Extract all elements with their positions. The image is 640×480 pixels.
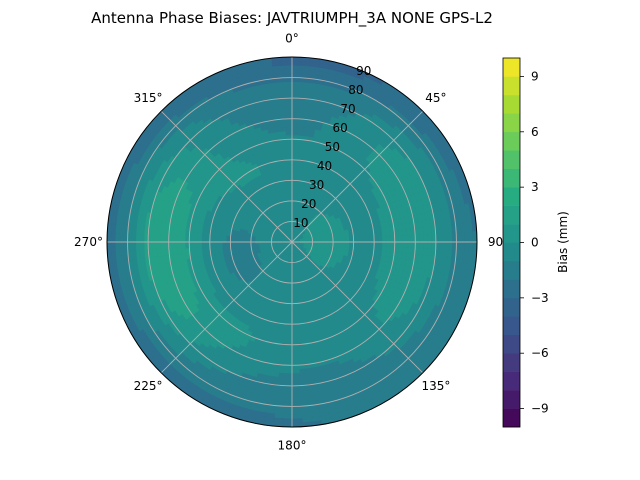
polar-plot: 1020304050607080900°45°90135°180°225°270… [74,32,503,453]
chart-title: Antenna Phase Biases: JAVTRIUMPH_3A NONE… [91,9,493,28]
